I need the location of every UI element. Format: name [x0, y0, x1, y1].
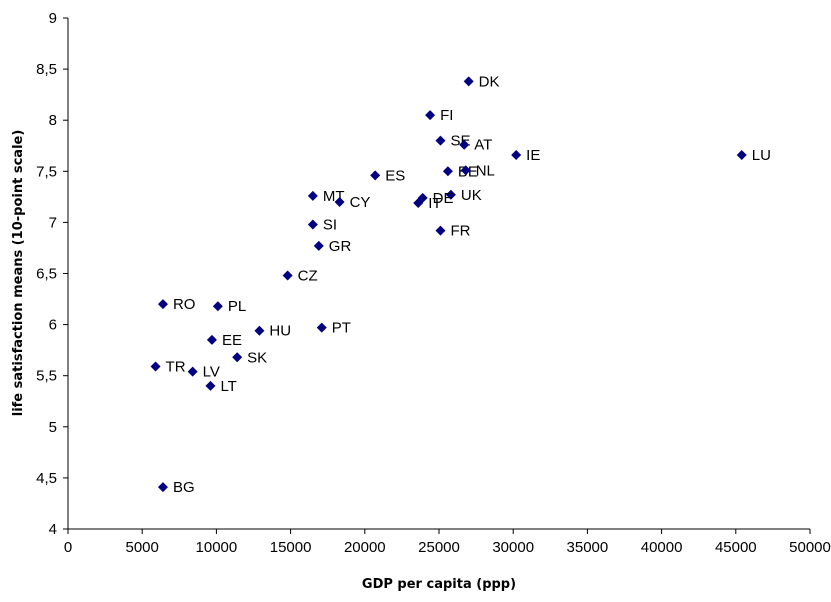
- x-tick-label: 10000: [196, 539, 238, 556]
- y-tick-label: 8,5: [36, 61, 57, 78]
- y-tick-label: 6,5: [36, 266, 57, 283]
- point-label-uk: UK: [461, 187, 482, 204]
- data-point-cz: [282, 270, 293, 281]
- x-tick-label: 35000: [567, 539, 609, 556]
- y-tick-label: 7,5: [36, 163, 57, 180]
- point-label-dk: DK: [479, 73, 500, 90]
- data-point-fi: [425, 110, 436, 121]
- y-tick-label: 6: [49, 317, 57, 334]
- data-point-cy: [334, 196, 345, 207]
- x-tick-label: 15000: [270, 539, 312, 556]
- data-point-bg: [157, 482, 168, 493]
- point-label-cz: CZ: [298, 268, 318, 285]
- point-label-es: ES: [385, 167, 405, 184]
- y-tick-label: 4,5: [36, 470, 57, 487]
- data-point-gr: [313, 240, 324, 251]
- data-point-dk: [463, 76, 474, 87]
- x-tick-label: 25000: [418, 539, 460, 556]
- y-tick-label: 9: [49, 10, 57, 27]
- point-label-ee: EE: [222, 332, 242, 349]
- data-point-lt: [205, 380, 216, 391]
- point-label-bg: BG: [173, 479, 195, 496]
- y-tick-label: 5,5: [36, 368, 57, 385]
- data-point-uk: [445, 189, 456, 200]
- x-tick-label: 50000: [789, 539, 831, 556]
- data-point-si: [307, 219, 318, 230]
- data-point-pt: [316, 322, 327, 333]
- x-tick-label: 40000: [641, 539, 683, 556]
- data-point-se: [435, 135, 446, 146]
- x-tick-label: 0: [64, 539, 72, 556]
- data-point-sk: [232, 352, 243, 363]
- point-label-cy: CY: [350, 194, 371, 211]
- y-axis-title: life satisfaction means (10-point scale): [11, 130, 26, 417]
- point-label-pt: PT: [332, 320, 351, 337]
- point-label-gr: GR: [329, 238, 352, 255]
- point-label-sk: SK: [247, 349, 267, 366]
- point-label-fi: FI: [440, 107, 453, 124]
- data-point-at: [459, 139, 470, 150]
- data-point-hu: [254, 325, 265, 336]
- point-label-pl: PL: [228, 298, 246, 315]
- data-points: DKFISEATIELUBENLESUKDEITMTCYSIFRGRCZROPL…: [150, 73, 771, 496]
- y-tick-label: 4: [49, 521, 57, 538]
- x-tick-label: 30000: [492, 539, 534, 556]
- y-tick-label: 5: [49, 419, 57, 436]
- data-point-be: [442, 166, 453, 177]
- point-label-lt: LT: [220, 378, 236, 395]
- x-tick-label: 20000: [344, 539, 386, 556]
- x-axis-ticks: 0 5000 10000 15000 20000 25000 30000 35000 40000…: [64, 529, 831, 556]
- data-point-fr: [435, 225, 446, 236]
- point-label-ro: RO: [173, 296, 196, 313]
- point-label-lv: LV: [203, 364, 220, 381]
- data-point-pl: [212, 301, 223, 312]
- data-point-lv: [187, 366, 198, 377]
- point-label-tr: TR: [166, 359, 186, 376]
- data-point-it: [413, 197, 424, 208]
- y-axis-ticks: 4 4,5 5 5,5 6 6,5 7 7,5 8 8,5 9: [36, 10, 68, 538]
- y-tick-label: 7: [49, 214, 57, 231]
- point-label-lu: LU: [752, 147, 771, 164]
- data-point-mt: [307, 190, 318, 201]
- data-point-nl: [460, 165, 471, 176]
- x-tick-label: 5000: [126, 539, 159, 556]
- data-point-ie: [511, 149, 522, 160]
- data-point-ro: [157, 299, 168, 310]
- point-label-at: AT: [474, 137, 492, 154]
- point-label-it: IT: [428, 195, 441, 212]
- point-label-ie: IE: [526, 147, 540, 164]
- data-point-ee: [206, 334, 217, 345]
- point-label-si: SI: [323, 216, 337, 233]
- point-label-nl: NL: [476, 162, 495, 179]
- data-point-tr: [150, 361, 161, 372]
- x-axis-title: GDP per capita (ppp): [362, 577, 516, 592]
- point-label-fr: FR: [450, 223, 470, 240]
- point-label-de: DE: [433, 190, 454, 207]
- data-point-lu: [736, 149, 747, 160]
- point-label-se: SE: [450, 133, 470, 150]
- x-tick-label: 45000: [715, 539, 757, 556]
- point-label-hu: HU: [269, 323, 291, 340]
- data-point-es: [370, 170, 381, 181]
- y-tick-label: 8: [49, 112, 57, 129]
